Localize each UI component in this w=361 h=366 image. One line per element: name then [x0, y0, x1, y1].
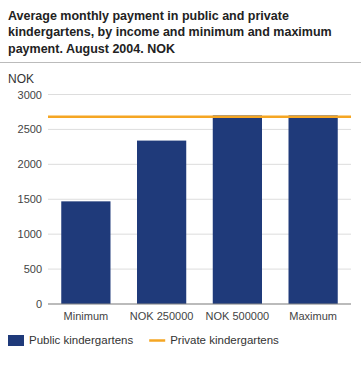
title-line: kindergartens, by income and minimum and…: [8, 25, 332, 39]
reference-line: [48, 116, 351, 119]
y-tick-label: 500: [24, 263, 42, 275]
separator: [0, 62, 361, 63]
x-tick-label: NOK 250000: [130, 310, 194, 322]
y-tick-label: 3000: [18, 89, 42, 101]
x-tick-label: Minimum: [64, 310, 109, 322]
bar: [289, 115, 338, 304]
y-tick-label: 2500: [18, 123, 42, 135]
bar: [61, 201, 110, 304]
y-tick-label: 1500: [18, 193, 42, 205]
title-line: Average monthly payment in public and pr…: [8, 9, 289, 23]
legend-swatch: [149, 339, 165, 342]
title-line: payment. August 2004. NOK: [8, 42, 175, 56]
x-tick-label: NOK 500000: [206, 310, 270, 322]
x-axis-line: [48, 304, 351, 305]
legend-label: Public kindergartens: [29, 334, 133, 346]
y-axis-label: NOK: [8, 72, 34, 86]
legend-label: Private kindergartens: [170, 334, 279, 346]
x-tick-label: Maximum: [289, 310, 337, 322]
bar: [137, 141, 186, 304]
y-tick-label: 1000: [18, 228, 42, 240]
bar: [213, 115, 262, 304]
plot-area: [48, 115, 351, 304]
grid-line: [48, 304, 351, 305]
title: Average monthly payment in public and pr…: [8, 9, 332, 56]
legend-swatch: [8, 335, 24, 346]
y-tick-label: 2000: [18, 158, 42, 170]
grid-line: [48, 94, 351, 95]
chart: Average monthly payment in public and pr…: [0, 0, 361, 366]
y-tick-label: 0: [36, 298, 42, 310]
legend: Public kindergartens Private kindergarten…: [8, 334, 279, 346]
